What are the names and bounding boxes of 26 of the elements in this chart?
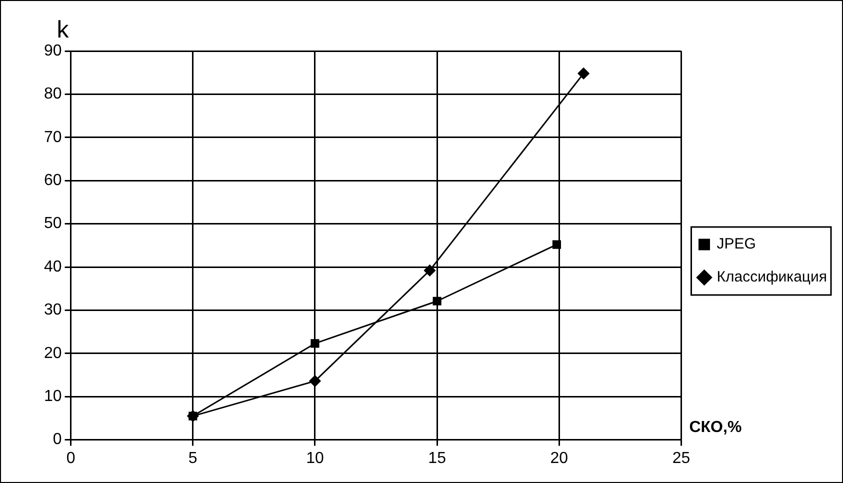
x-tick-label: 25 — [672, 450, 690, 467]
y-tick-label: 30 — [44, 302, 62, 319]
y-tick-label: 70 — [44, 128, 62, 146]
x-axis-title: СКО,% — [689, 419, 742, 436]
point — [578, 68, 590, 80]
y-tick-label: 80 — [44, 86, 62, 103]
point — [432, 296, 442, 306]
y-tick-label: 0 — [52, 431, 62, 448]
y-tick-label: 10 — [44, 388, 62, 406]
y-tick-label: 90 — [44, 42, 62, 60]
point — [552, 240, 561, 249]
x-tick-label: 15 — [428, 450, 446, 467]
x-tick-label: 0 — [66, 450, 76, 467]
legend-label: JPEG — [716, 236, 756, 253]
x-tick-label: 5 — [188, 450, 198, 467]
y-tick-label: 60 — [44, 172, 62, 190]
legend-label: Классификация — [716, 268, 828, 286]
point — [309, 375, 321, 387]
x-tick-label: 20 — [550, 450, 568, 467]
y-tick-label: 20 — [44, 344, 62, 362]
y-tick-label: 40 — [44, 258, 62, 276]
y-tick-label: 50 — [44, 215, 62, 232]
point — [310, 339, 320, 348]
point — [424, 264, 436, 276]
y-axis-title: k — [56, 16, 70, 44]
x-tick-label: 10 — [306, 450, 324, 467]
